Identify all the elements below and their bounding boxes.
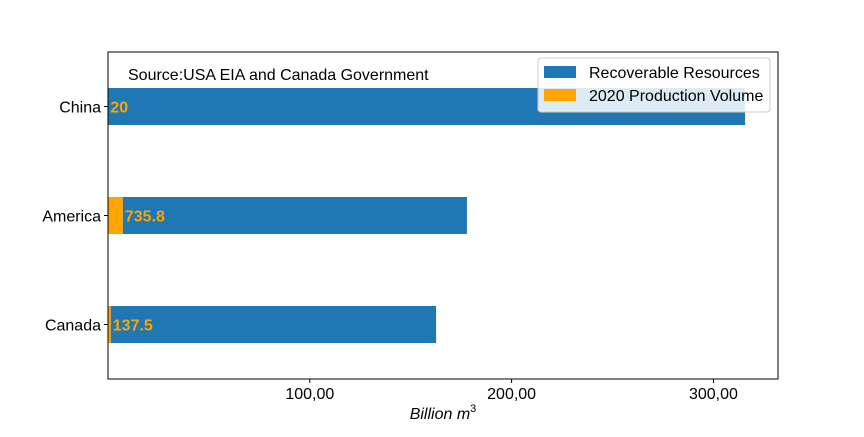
legend: Recoverable Resources 2020 Production Vol… (537, 57, 771, 113)
legend-label-recoverable-resources: Recoverable Resources (589, 65, 760, 82)
x-tick-label-0: 100,00 (285, 386, 334, 403)
legend-label-2020-production-volume: 2020 Production Volume (589, 88, 763, 105)
bars-layer (108, 88, 746, 343)
x-axis-label: Billion m3 (410, 403, 477, 423)
data-label-canada: 137.5 (113, 318, 153, 335)
y-tick-label-america: America (42, 209, 101, 226)
x-axis-label-text: Billion (410, 406, 457, 423)
x-tick-label-2: 300,00 (689, 386, 738, 403)
legend-swatch-2020-production-volume (544, 89, 576, 101)
x-axis: 100,00 200,00 300,00 (285, 379, 738, 403)
x-axis-label-unit: m (457, 406, 470, 423)
data-labels-layer: 137.5 735.8 20 (110, 100, 165, 335)
y-axis: Canada America China (42, 100, 108, 335)
bar-america-2020-production-volume (108, 197, 123, 234)
data-label-america: 735.8 (125, 209, 165, 226)
bar-canada-2020-production-volume (108, 306, 111, 343)
legend-box (537, 57, 771, 113)
source-annotation: Source:USA EIA and Canada Government (128, 67, 429, 84)
x-axis-label-exponent: 3 (470, 403, 476, 415)
bar-canada-recoverable-resources (110, 306, 437, 343)
legend-swatch-recoverable-resources (544, 66, 576, 78)
bar-america-recoverable-resources (122, 197, 467, 234)
y-tick-label-china: China (59, 100, 101, 117)
y-tick-label-canada: Canada (45, 318, 101, 335)
x-tick-label-1: 200,00 (487, 386, 536, 403)
data-label-china: 20 (110, 100, 128, 117)
